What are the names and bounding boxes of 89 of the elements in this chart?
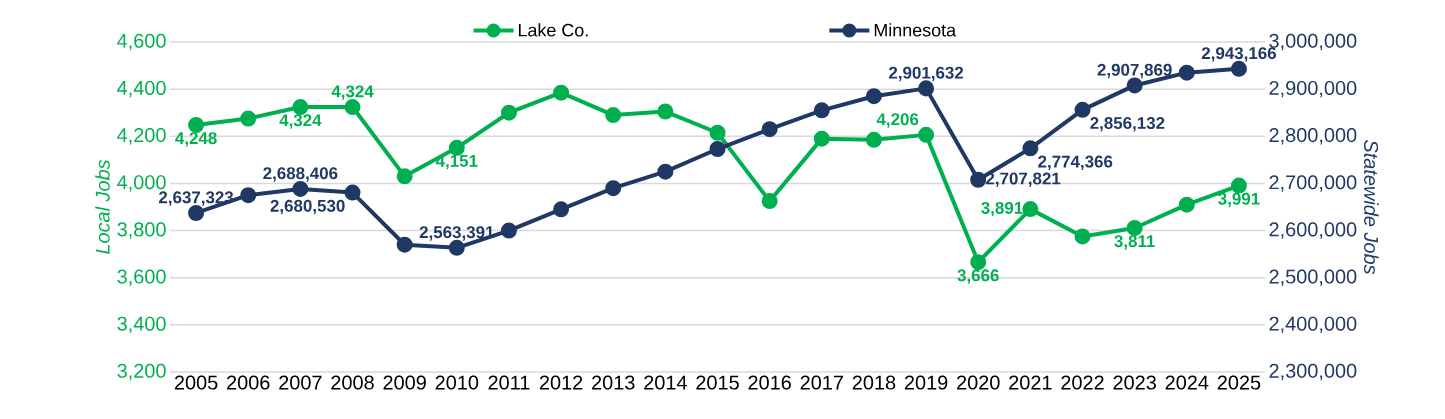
y-tick-label: 4,400 <box>117 80 166 98</box>
data-label: 2,856,132 <box>1090 117 1165 132</box>
point <box>918 126 935 143</box>
point <box>1178 196 1195 213</box>
legend-label: Minnesota <box>874 23 957 37</box>
y2-tick-label: 2,900,000 <box>1269 80 1357 98</box>
point <box>657 163 674 180</box>
point <box>709 124 726 141</box>
point <box>657 103 674 120</box>
point <box>396 168 413 185</box>
x-tick-label: 2007 <box>279 375 322 390</box>
point <box>448 139 465 156</box>
point <box>553 84 570 101</box>
data-label: 4,324 <box>279 114 322 129</box>
x-tick-label: 2017 <box>800 375 843 390</box>
x-tick-label: 2018 <box>852 375 896 390</box>
x-tick-label: 2006 <box>227 375 270 390</box>
data-label: 3,811 <box>1114 235 1155 250</box>
x-tick-label: 2025 <box>1217 375 1261 390</box>
x-tick-label: 2008 <box>331 375 374 390</box>
x-tick-label: 2021 <box>1009 375 1052 390</box>
x-tick-label: 2024 <box>1165 375 1209 390</box>
y-tick-label: 3,400 <box>117 316 166 334</box>
point <box>1178 64 1195 81</box>
x-tick-label: 2013 <box>592 375 635 390</box>
y2-axis-title: Statewide Jobs <box>1364 140 1379 275</box>
point <box>188 116 205 133</box>
point <box>1022 201 1039 218</box>
x-tick-label: 2011 <box>488 375 530 390</box>
x-tick-label: 2014 <box>644 375 687 390</box>
point <box>553 201 570 218</box>
point <box>813 130 830 147</box>
data-label: 3,666 <box>957 269 999 284</box>
x-tick-label: 2010 <box>435 375 479 390</box>
point <box>396 236 413 253</box>
data-label: 3,891 <box>981 201 1023 217</box>
x-tick-label: 2016 <box>748 375 791 390</box>
y2-tick-label: 2,400,000 <box>1269 316 1357 334</box>
point <box>500 222 517 239</box>
y2-tick-label: 2,700,000 <box>1269 175 1357 192</box>
x-tick-label: 2023 <box>1113 375 1156 390</box>
point <box>605 180 622 197</box>
point <box>761 121 778 138</box>
data-label: 2,774,366 <box>1038 155 1113 171</box>
y-tick-label: 4,600 <box>117 33 166 51</box>
point <box>813 102 830 119</box>
point <box>1074 228 1091 245</box>
data-label: 2,707,821 <box>986 172 1061 187</box>
x-tick-label: 2020 <box>957 375 1000 390</box>
legend-label: Lake Co. <box>518 23 588 37</box>
point <box>344 184 361 201</box>
point <box>500 104 517 121</box>
data-label: 2,901,632 <box>889 66 964 82</box>
y-tick-label: 3,800 <box>117 222 166 239</box>
y-tick-label: 4,200 <box>117 128 166 145</box>
data-label: 2,688,406 <box>263 167 338 182</box>
data-label: 4,206 <box>876 113 919 128</box>
y-tick-label: 3,600 <box>117 269 166 286</box>
y-axis-title: Local Jobs <box>95 159 110 255</box>
data-label: 4,324 <box>331 85 374 100</box>
y2-tick-label: 2,600,000 <box>1269 222 1357 239</box>
x-tick-label: 2019 <box>904 375 948 390</box>
y-tick-label: 4,000 <box>117 175 166 192</box>
point <box>1126 219 1143 236</box>
point <box>240 187 257 204</box>
x-tick-label: 2015 <box>696 375 739 390</box>
data-label: 4,248 <box>175 132 217 147</box>
point <box>605 107 622 124</box>
data-label: 2,563,391 <box>419 226 494 241</box>
data-label: 2,907,869 <box>1097 63 1172 79</box>
x-tick-label: 2012 <box>539 375 583 390</box>
data-label: 2,680,530 <box>270 199 345 215</box>
y2-tick-label: 2,500,000 <box>1269 269 1357 286</box>
point <box>1022 140 1039 157</box>
point <box>709 141 726 158</box>
y-tick-label: 3,200 <box>117 363 166 381</box>
point <box>761 193 778 210</box>
y2-tick-label: 2,800,000 <box>1269 128 1357 145</box>
point <box>1074 101 1091 118</box>
x-tick-label: 2009 <box>383 375 426 390</box>
point <box>344 99 361 116</box>
point <box>865 88 882 105</box>
x-tick-label: 2022 <box>1061 375 1104 390</box>
point <box>240 110 257 127</box>
data-label: 3,991 <box>1218 192 1260 208</box>
y2-tick-label: 2,300,000 <box>1269 363 1357 381</box>
x-tick-label: 2005 <box>174 375 218 390</box>
point <box>865 131 882 148</box>
point <box>970 171 987 188</box>
